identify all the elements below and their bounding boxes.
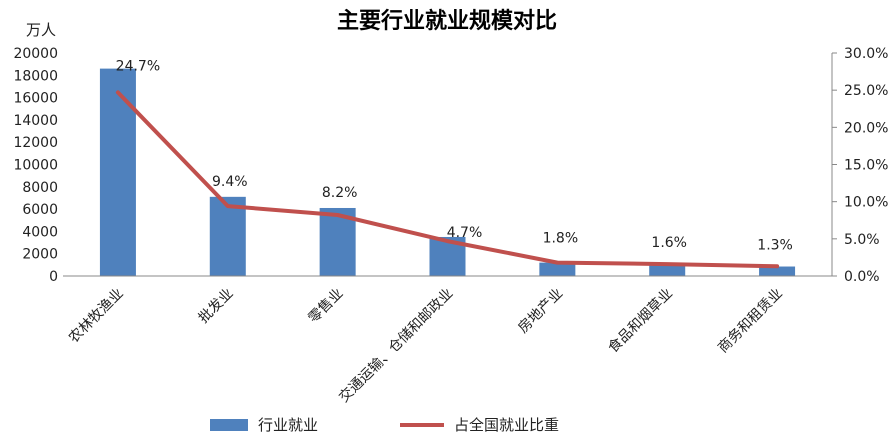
x-tick-label: 商务和租赁业 — [715, 286, 786, 357]
data-labels: 24.7% 9.4% 8.2% 4.7% 1.8% 1.6% 1.3% — [116, 58, 793, 253]
left-tick-label: 20000 — [13, 46, 58, 62]
bar — [209, 196, 246, 276]
data-label: 8.2% — [322, 185, 358, 201]
legend-label-line: 占全国就业比重 — [454, 416, 559, 434]
data-label: 24.7% — [116, 58, 160, 74]
left-tick-label: 2000 — [22, 247, 58, 263]
right-tick-label: 25.0% — [844, 83, 888, 99]
data-label: 1.3% — [757, 237, 793, 253]
line-point — [446, 239, 449, 243]
left-tick-label: 6000 — [22, 202, 58, 218]
left-tick-label: 18000 — [13, 68, 58, 84]
left-axis-unit: 万人 — [26, 21, 56, 39]
line-point — [336, 213, 340, 217]
x-tick-label: 食品和烟草业 — [605, 285, 676, 356]
data-label: 9.4% — [212, 174, 248, 190]
chart-title: 主要行业就业规模对比 — [337, 8, 557, 34]
right-tick-label: 5.0% — [844, 232, 880, 248]
data-label: 1.6% — [651, 235, 687, 251]
bar — [759, 266, 796, 276]
x-tick-label: 零售业 — [305, 286, 346, 327]
line-point — [665, 262, 669, 266]
bar — [649, 264, 686, 276]
left-axis: 0 2000 4000 6000 8000 10000 12000 14000 16000 180… — [13, 46, 58, 285]
line-point — [555, 261, 559, 265]
right-tick-label: 20.0% — [844, 120, 888, 136]
legend-label-bar: 行业就业 — [258, 416, 318, 434]
left-tick-label: 8000 — [22, 180, 58, 196]
data-label: 1.8% — [543, 231, 579, 247]
legend: 行业就业 占全国就业比重 — [210, 416, 559, 434]
left-tick-label: 16000 — [13, 91, 58, 107]
left-tick-label: 4000 — [22, 224, 58, 240]
right-tick-label: 30.0% — [844, 46, 888, 62]
x-tick-label: 交通运输、仓储和邮政业 — [335, 285, 456, 406]
x-tick-label: 农林牧渔业 — [66, 286, 127, 347]
bar-series — [99, 68, 796, 276]
line-point — [775, 264, 779, 268]
right-tick-label: 0.0% — [844, 269, 880, 285]
line-point — [226, 204, 230, 208]
right-tick-label: 15.0% — [844, 158, 888, 174]
left-tick-label: 10000 — [13, 158, 58, 174]
data-label: 4.7% — [447, 225, 483, 241]
x-tick-label: 批发业 — [196, 286, 237, 327]
left-tick-label: 0 — [49, 269, 58, 285]
left-tick-label: 14000 — [13, 113, 58, 129]
left-tick-label: 12000 — [13, 135, 58, 151]
right-tick-label: 10.0% — [844, 195, 888, 211]
line-series — [115, 90, 780, 269]
right-axis: 0.0% 5.0% 10.0% 15.0% 20.0% 25.0% 30.0% — [831, 46, 888, 285]
bar — [99, 68, 136, 276]
x-tick-label: 房地产业 — [515, 286, 566, 337]
legend-swatch-bar — [210, 419, 248, 431]
bar — [539, 262, 576, 276]
line-point — [116, 90, 120, 94]
